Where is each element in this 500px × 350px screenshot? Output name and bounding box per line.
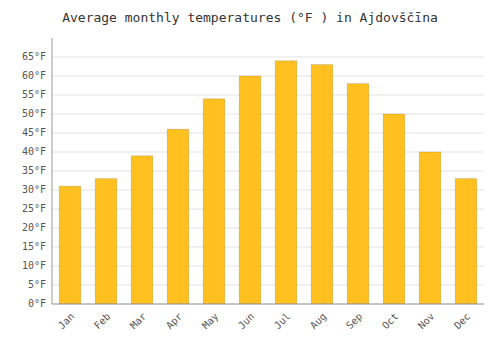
grid-line: [52, 133, 484, 134]
y-grid: [52, 57, 484, 304]
bar: [311, 65, 333, 304]
y-tick-label: 15°F: [22, 241, 46, 252]
bar: [167, 129, 189, 304]
y-tick-labels: 0°F 5°F 10°F 15°F 20°F 25°F 30°F 35°F 40°F 45°F 50…: [22, 51, 46, 309]
grid-line: [52, 76, 484, 77]
x-tick-label: Jul: [272, 311, 293, 332]
y-tick-label: 35°F: [22, 165, 46, 176]
x-tick-label: Dec: [452, 311, 473, 332]
title: Average monthly temperatures (°F ) in Aj…: [62, 10, 438, 25]
y-tick-label: 5°F: [28, 279, 46, 290]
y-tick-label: 60°F: [22, 70, 46, 81]
bar: [203, 99, 225, 304]
x-axis-line: [52, 304, 484, 305]
x-tick-label: Apr: [164, 311, 185, 332]
y-tick-label: 55°F: [22, 89, 46, 100]
bar: [131, 156, 153, 304]
x-tick-label: Feb: [92, 311, 113, 332]
y-tick-label: 20°F: [22, 222, 46, 233]
y-tick-label: 65°F: [22, 51, 46, 62]
y-tick-label: 45°F: [22, 127, 46, 138]
x-tick-label: May: [200, 311, 221, 332]
y-tick-label: 30°F: [22, 184, 46, 195]
grid-line: [52, 114, 484, 115]
x-tick-label: Jun: [236, 311, 257, 332]
x-tick-label: Jan: [56, 311, 77, 332]
grid-line: [52, 57, 484, 58]
bar: [347, 84, 369, 304]
bar: [383, 114, 405, 304]
chart: Average monthly temperatures (°F ) in Aj…: [0, 0, 500, 350]
x-tick-label: Mar: [128, 311, 149, 332]
y-tick-label: 0°F: [28, 298, 46, 309]
page: {"chart_data": {"type": "bar", "title": …: [0, 0, 500, 350]
bars: [59, 61, 477, 304]
bar: [239, 76, 261, 304]
y-tick-label: 25°F: [22, 203, 46, 214]
y-tick-label: 10°F: [22, 260, 46, 271]
bar: [419, 152, 441, 304]
y-axis-line: [52, 38, 53, 304]
x-tick-label: Oct: [380, 311, 401, 332]
x-tick-labels: Jan Feb Mar Apr May Jun Jul Aug Sep Oct Nov Dec: [56, 311, 473, 332]
chart-container: Average monthly temperatures (°F ) in Aj…: [0, 0, 500, 350]
bar: [59, 186, 81, 304]
x-tick-label: Nov: [416, 311, 437, 332]
bar: [95, 179, 117, 304]
bar: [275, 61, 297, 304]
grid-line: [52, 304, 484, 305]
x-tick-label: Sep: [344, 311, 365, 332]
grid-line: [52, 95, 484, 96]
bar: [455, 179, 477, 304]
y-tick-label: 40°F: [22, 146, 46, 157]
x-tick-label: Aug: [308, 311, 329, 332]
y-tick-label: 50°F: [22, 108, 46, 119]
